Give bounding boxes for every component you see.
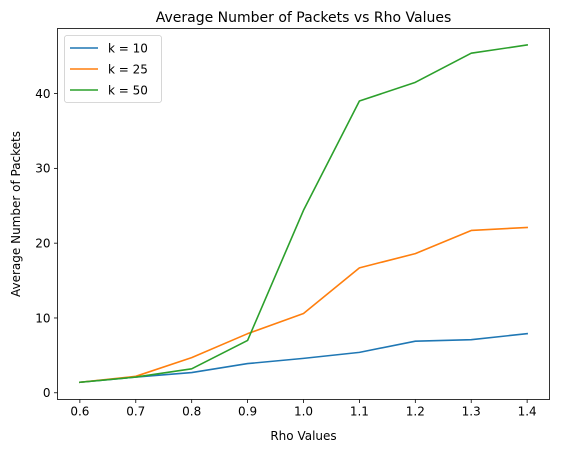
legend-frame [64,35,162,103]
x-tick-label: 0.8 [182,405,201,419]
x-axis-label: Rho Values [270,429,336,443]
x-axis-ticks: 0.6 0.7 0.8 0.9 1.0 1.1 1.2 1.3 1.4 [70,399,537,419]
series-lines [78,44,529,384]
legend-label-3: k = 50 [108,84,148,98]
legend-label-2: k = 25 [108,63,148,77]
y-axis-label: Average Number of Packets [9,131,23,297]
x-tick-label: 1.1 [350,405,369,419]
series-line-2 [78,226,528,384]
series-line-1 [78,332,529,384]
series-line-3 [78,44,529,384]
chart-title: Average Number of Packets vs Rho Values [156,10,452,26]
x-tick-label: 1.3 [462,405,481,419]
y-tick-label: 30 [35,162,50,176]
y-tick-label: 10 [35,311,50,325]
y-tick-label: 20 [35,236,50,250]
y-tick-label: 0 [43,386,51,400]
x-tick-label: 0.7 [126,405,145,419]
legend-items: k = 10 k = 25 k = 50 [70,42,148,98]
y-axis-ticks: 0 10 20 30 40 [35,87,58,400]
legend: k = 10 k = 25 k = 50 [64,35,162,103]
y-tick-label: 40 [35,87,50,101]
legend-label-1: k = 10 [108,42,148,56]
x-tick-label: 0.9 [238,405,257,419]
x-tick-label: 1.0 [294,405,313,419]
x-tick-label: 1.2 [406,405,425,419]
x-tick-label: 0.6 [70,405,89,419]
plot-frame [57,28,550,400]
x-tick-label: 1.4 [518,405,537,419]
